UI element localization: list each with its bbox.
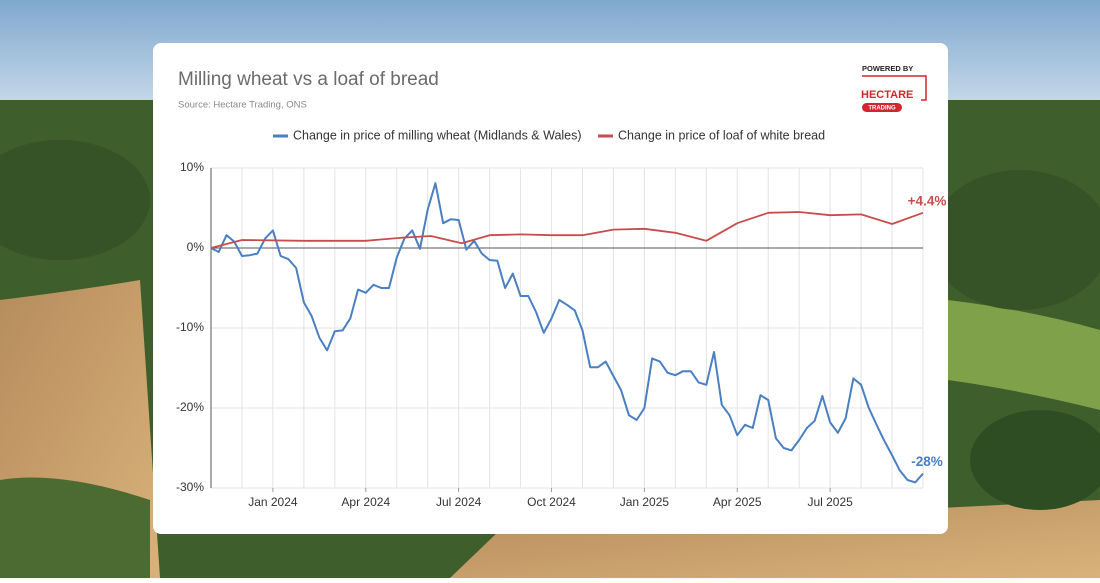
y-tick-label: -10% <box>176 320 204 334</box>
chart-subtitle: Source: Hectare Trading, ONS <box>178 100 307 111</box>
series-line <box>210 182 924 484</box>
x-tick-label: Oct 2024 <box>527 495 576 509</box>
y-tick-label: 0% <box>187 240 205 254</box>
x-tick-label: Jul 2024 <box>436 495 482 509</box>
series-line <box>210 211 924 249</box>
x-tick-label: Jan 2025 <box>620 495 670 509</box>
chart-title: Milling wheat vs a loaf of bread <box>178 69 439 90</box>
logo-pill <box>862 103 902 112</box>
x-tick-label: Apr 2024 <box>341 495 390 509</box>
logo: POWERED BY HECTARE TRADING <box>861 64 927 112</box>
end-label: -28% <box>911 454 943 469</box>
y-tick-label: -30% <box>176 480 204 494</box>
card <box>153 43 948 534</box>
logo-tag: TRADING <box>868 106 896 112</box>
x-tick-label: Apr 2025 <box>713 495 762 509</box>
end-label: +4.4% <box>908 193 947 208</box>
x-tick-label: Jul 2025 <box>807 495 853 509</box>
x-tick-label: Jan 2024 <box>248 495 298 509</box>
logo-top: POWERED BY <box>862 64 913 73</box>
y-tick-label: -20% <box>176 400 204 414</box>
legend-label: Change in price of loaf of white bread <box>618 128 825 142</box>
y-tick-label: 10% <box>180 160 204 174</box>
logo-frame <box>862 75 927 101</box>
logo-name: HECTARE <box>861 89 913 101</box>
legend-label: Change in price of milling wheat (Midlan… <box>293 128 582 142</box>
